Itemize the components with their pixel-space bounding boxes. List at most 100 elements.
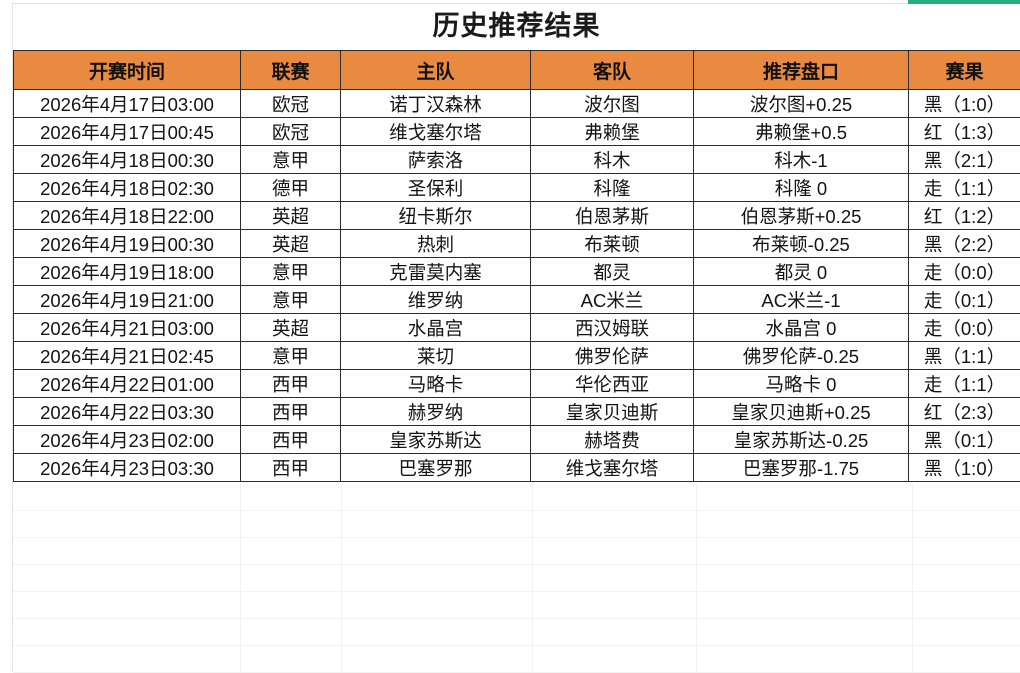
empty-grid-row [13, 592, 1020, 619]
cell-away: 都灵 [531, 258, 694, 286]
cell-result: 黑（1:0） [909, 90, 1020, 118]
page-title: 历史推荐结果 [433, 13, 601, 40]
cell-result: 黑（0:1） [909, 426, 1020, 454]
cell-home: 萨索洛 [341, 146, 531, 174]
cell-home: 热刺 [341, 230, 531, 258]
cell-time: 2026年4月23日02:00 [14, 426, 241, 454]
cell-line: 科隆 0 [694, 174, 909, 202]
cell-home: 皇家苏斯达 [341, 426, 531, 454]
cell-away: 弗赖堡 [531, 118, 694, 146]
cell-away: 西汉姆联 [531, 314, 694, 342]
cell-home: 莱切 [341, 342, 531, 370]
cell-result: 红（1:2） [909, 202, 1020, 230]
cell-result: 走（1:1） [909, 370, 1020, 398]
cell-result: 红（1:3） [909, 118, 1020, 146]
cell-league: 意甲 [241, 286, 341, 314]
cell-result: 黑（1:1） [909, 342, 1020, 370]
cell-line: AC米兰-1 [694, 286, 909, 314]
cell-time: 2026年4月21日02:45 [14, 342, 241, 370]
cell-home: 赫罗纳 [341, 398, 531, 426]
cell-away: 华伦西亚 [531, 370, 694, 398]
cell-league: 西甲 [241, 426, 341, 454]
cell-home: 维罗纳 [341, 286, 531, 314]
cell-time: 2026年4月22日01:00 [14, 370, 241, 398]
cell-away: 佛罗伦萨 [531, 342, 694, 370]
cell-league: 意甲 [241, 146, 341, 174]
empty-grid-column-line [912, 484, 913, 671]
cell-away: 皇家贝迪斯 [531, 398, 694, 426]
page-title-row: 历史推荐结果 [13, 4, 1020, 49]
cell-league: 英超 [241, 314, 341, 342]
cell-line: 布莱顿-0.25 [694, 230, 909, 258]
empty-grid-row [13, 484, 1020, 511]
cell-time: 2026年4月19日00:30 [14, 230, 241, 258]
cell-line: 巴塞罗那-1.75 [694, 454, 909, 482]
cell-line: 佛罗伦萨-0.25 [694, 342, 909, 370]
cell-time: 2026年4月19日18:00 [14, 258, 241, 286]
empty-grid-row [13, 511, 1020, 538]
cell-line: 科木-1 [694, 146, 909, 174]
cell-league: 西甲 [241, 454, 341, 482]
cell-result: 黑（2:1） [909, 146, 1020, 174]
cell-time: 2026年4月18日02:30 [14, 174, 241, 202]
cell-league: 英超 [241, 202, 341, 230]
cell-time: 2026年4月17日00:45 [14, 118, 241, 146]
cell-home: 水晶宫 [341, 314, 531, 342]
empty-grid-column-line [341, 484, 342, 671]
cell-away: 伯恩茅斯 [531, 202, 694, 230]
empty-grid-row [13, 538, 1020, 565]
empty-spreadsheet-grid [13, 484, 1020, 671]
cell-away: 科木 [531, 146, 694, 174]
column-header-league: 联赛 [241, 51, 341, 90]
cell-result: 红（2:3） [909, 398, 1020, 426]
cell-league: 西甲 [241, 398, 341, 426]
cell-home: 巴塞罗那 [341, 454, 531, 482]
cell-league: 欧冠 [241, 118, 341, 146]
cell-result: 走（0:1） [909, 286, 1020, 314]
cell-home: 纽卡斯尔 [341, 202, 531, 230]
column-header-away: 客队 [531, 51, 694, 90]
cell-away: 赫塔费 [531, 426, 694, 454]
cell-result: 走（1:1） [909, 174, 1020, 202]
column-header-result: 赛果 [909, 51, 1020, 90]
cell-league: 意甲 [241, 258, 341, 286]
cell-away: 科隆 [531, 174, 694, 202]
cell-result: 走（0:0） [909, 258, 1020, 286]
cell-line: 水晶宫 0 [694, 314, 909, 342]
table-header: 开赛时间 联赛 主队 客队 推荐盘口 赛果 [14, 51, 1020, 90]
cell-league: 意甲 [241, 342, 341, 370]
cell-result: 走（0:0） [909, 314, 1020, 342]
cell-line: 皇家贝迪斯+0.25 [694, 398, 909, 426]
cell-time: 2026年4月21日03:00 [14, 314, 241, 342]
cell-line: 都灵 0 [694, 258, 909, 286]
empty-grid-row [13, 565, 1020, 592]
cell-line: 皇家苏斯达-0.25 [694, 426, 909, 454]
cell-time: 2026年4月22日03:30 [14, 398, 241, 426]
cell-line: 马略卡 0 [694, 370, 909, 398]
empty-grid-column-line [696, 484, 697, 671]
cell-home: 克雷莫内塞 [341, 258, 531, 286]
empty-grid-column-line [532, 484, 533, 671]
cell-away: 波尔图 [531, 90, 694, 118]
cell-away: AC米兰 [531, 286, 694, 314]
empty-grid-row [13, 646, 1020, 673]
column-header-line: 推荐盘口 [694, 51, 909, 90]
cell-time: 2026年4月19日21:00 [14, 286, 241, 314]
cell-line: 伯恩茅斯+0.25 [694, 202, 909, 230]
cell-home: 维戈塞尔塔 [341, 118, 531, 146]
cell-home: 马略卡 [341, 370, 531, 398]
cell-time: 2026年4月18日22:00 [14, 202, 241, 230]
cell-league: 德甲 [241, 174, 341, 202]
cell-time: 2026年4月17日03:00 [14, 90, 241, 118]
